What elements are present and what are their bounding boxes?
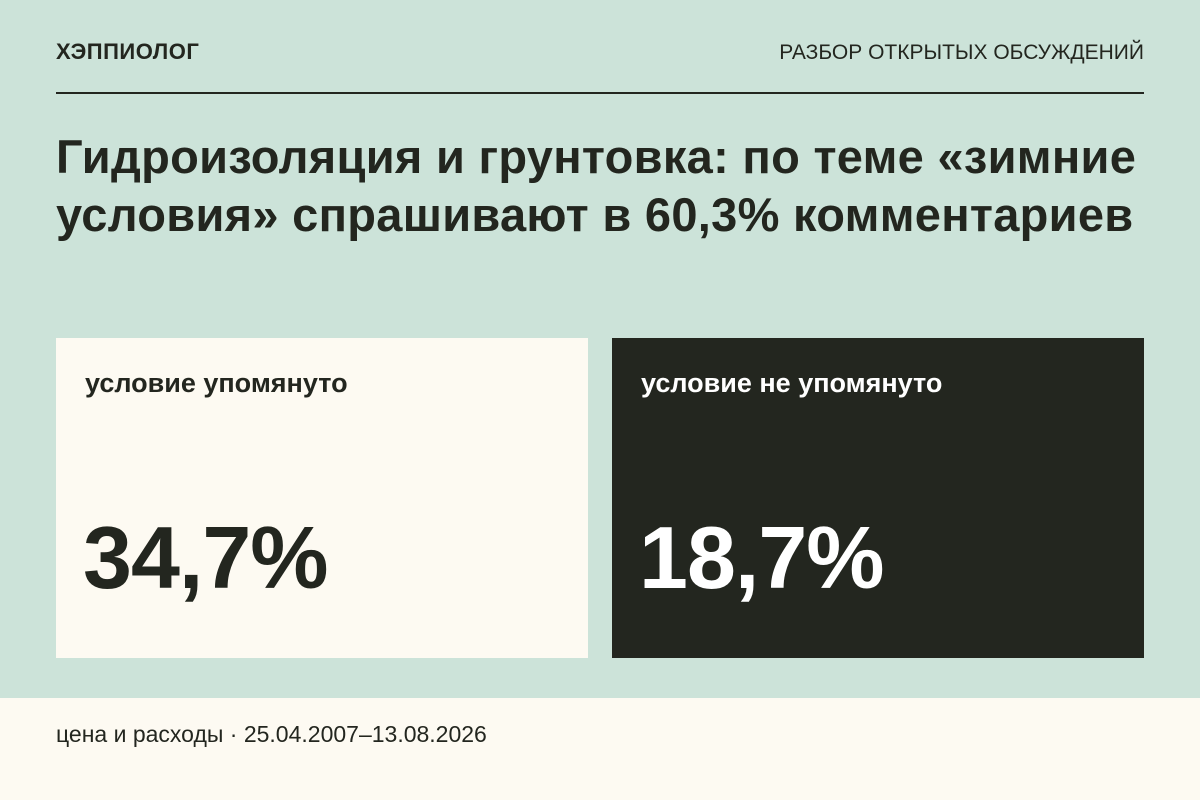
stat-card-label: условие упомянуто	[85, 368, 348, 398]
footer-bar: цена и расходы · 25.04.2007–13.08.2026	[0, 698, 1200, 800]
stat-card-value: 18,7%	[639, 508, 885, 607]
header-bar: ХЭППИОЛОГ РАЗБОР ОТКРЫТЫХ ОБСУЖДЕНИЙ	[56, 0, 1144, 94]
stat-card-value: 34,7%	[83, 508, 329, 607]
stat-card-mentioned: условие упомянуто 34,7%	[56, 338, 588, 658]
stat-card-not-mentioned: условие не упомянуто 18,7%	[612, 338, 1144, 658]
footer-caption: цена и расходы · 25.04.2007–13.08.2026	[56, 721, 487, 747]
brand-name: ХЭППИОЛОГ	[56, 39, 200, 64]
section-title: РАЗБОР ОТКРЫТЫХ ОБСУЖДЕНИЙ	[779, 41, 1144, 64]
stat-card-label: условие не упомянуто	[641, 368, 943, 398]
headline: Гидроизоляция и грунтовка: по теме «зимн…	[56, 130, 1137, 241]
